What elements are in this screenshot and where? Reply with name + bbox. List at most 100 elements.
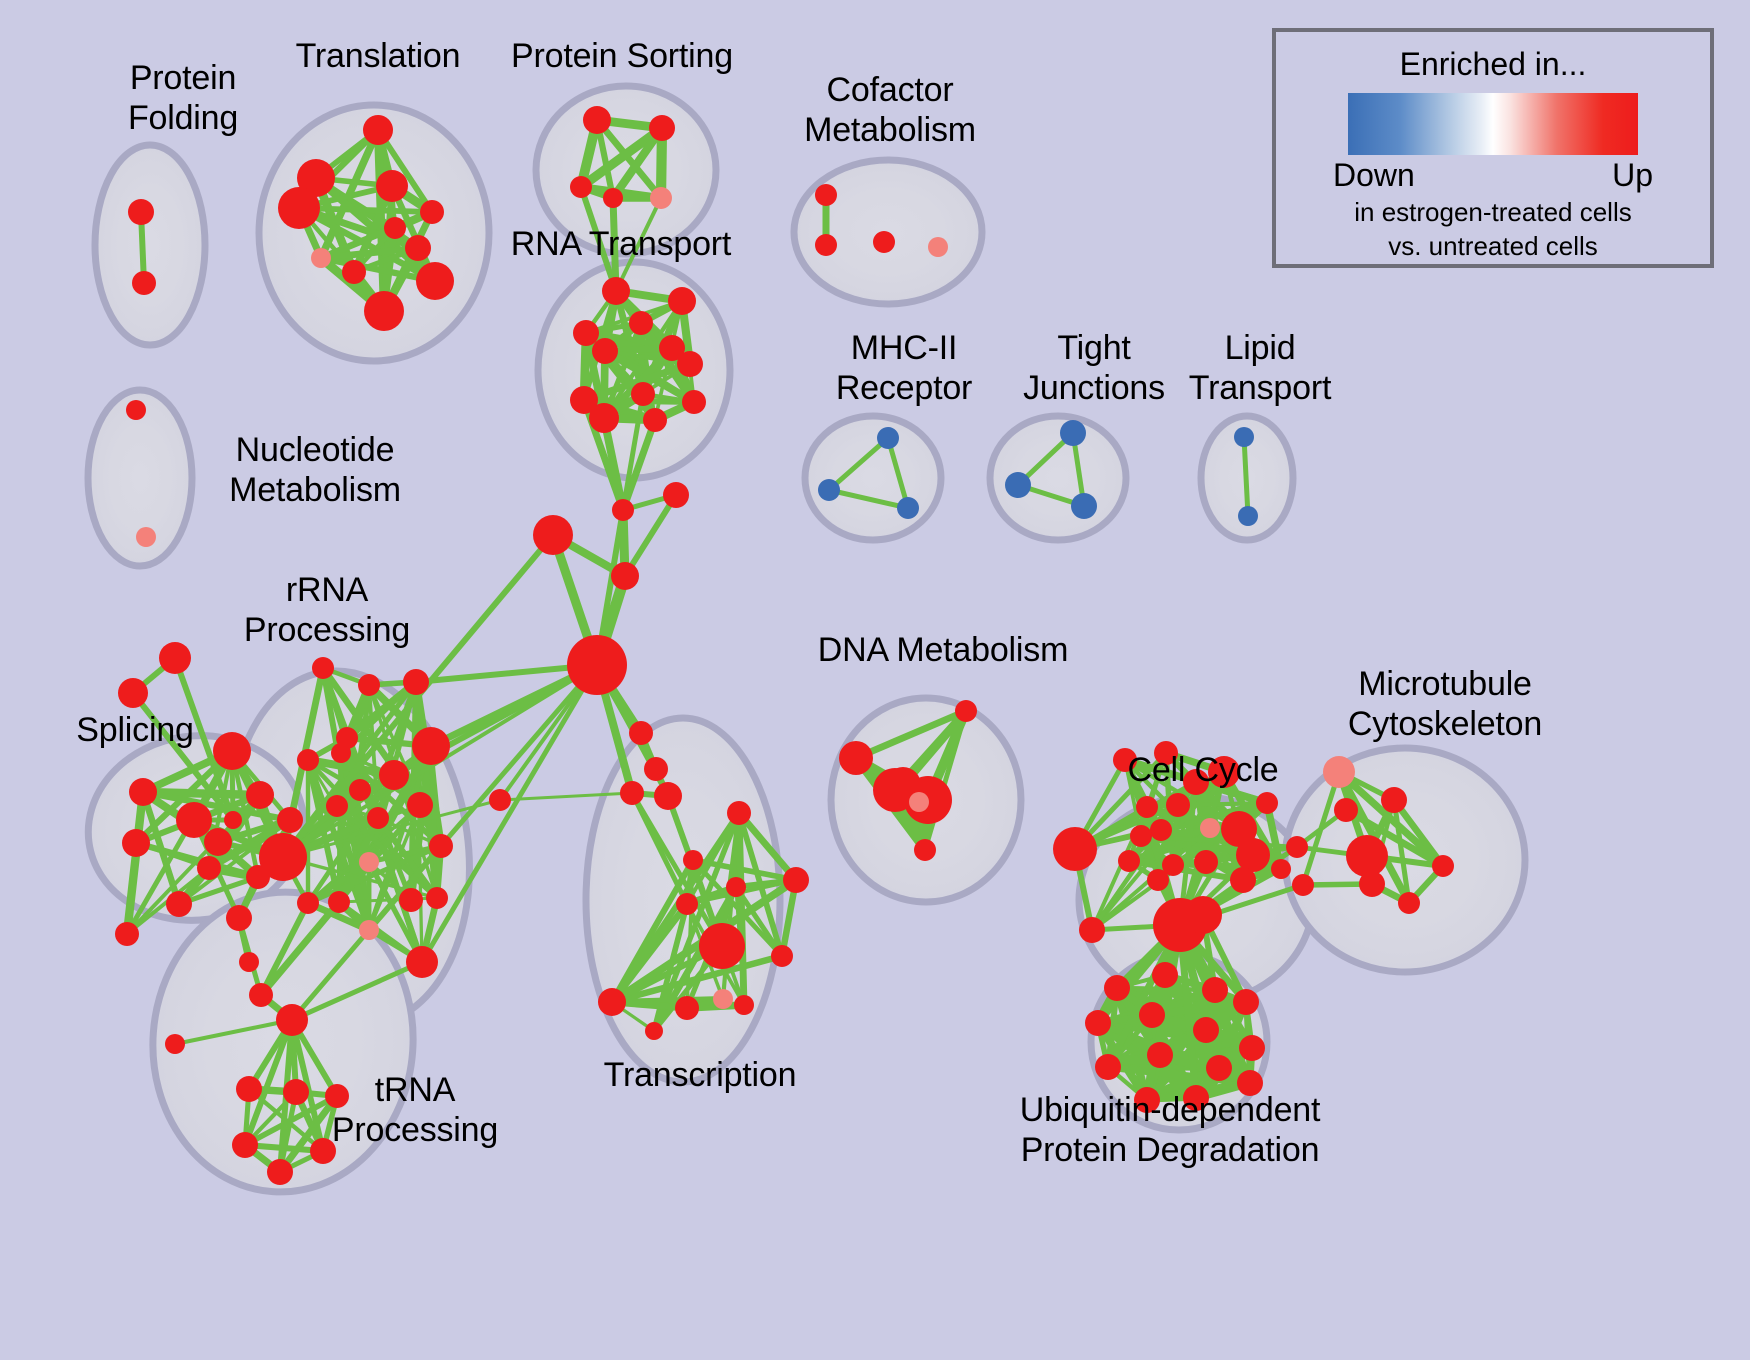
graph-node bbox=[699, 923, 745, 969]
graph-edge bbox=[289, 927, 372, 1023]
graph-node bbox=[176, 802, 212, 838]
legend-caption-line1: in estrogen-treated cells bbox=[1354, 197, 1632, 227]
graph-node bbox=[363, 115, 393, 145]
graph-node bbox=[815, 184, 837, 206]
graph-edge bbox=[295, 204, 439, 285]
graph-node bbox=[236, 1076, 262, 1102]
graph-node bbox=[405, 235, 431, 261]
graph-node bbox=[1071, 493, 1097, 519]
graph-node bbox=[246, 781, 274, 809]
graph-edge bbox=[1391, 797, 1412, 906]
graph-node bbox=[1118, 850, 1140, 872]
graph-node bbox=[132, 271, 156, 295]
graph-node bbox=[1183, 1085, 1209, 1111]
cluster-label-tight-junctions: Tight Junctions bbox=[1023, 329, 1165, 407]
graph-node bbox=[677, 351, 703, 377]
legend-box: Enriched in... Down Up in estrogen-treat… bbox=[1272, 28, 1714, 268]
graph-edge bbox=[173, 1018, 294, 1046]
cluster-label-rna-transport: RNA Transport bbox=[510, 225, 732, 263]
graph-node bbox=[1113, 748, 1137, 772]
graph-node bbox=[567, 635, 627, 695]
graph-edge bbox=[124, 840, 139, 937]
graph-edge bbox=[304, 899, 373, 934]
graph-edge bbox=[438, 662, 600, 849]
graph-edge bbox=[242, 1093, 340, 1148]
graph-node bbox=[379, 760, 409, 790]
graph-edge bbox=[419, 662, 600, 965]
graph-edge bbox=[609, 194, 620, 295]
graph-node bbox=[1166, 793, 1190, 817]
graph-node bbox=[682, 390, 706, 414]
graph-edge bbox=[317, 254, 439, 285]
graph-edge bbox=[305, 859, 372, 906]
graph-edge bbox=[132, 839, 262, 881]
graph-node bbox=[1147, 869, 1169, 891]
graph-node bbox=[349, 779, 371, 801]
graph-node bbox=[115, 922, 139, 946]
graph-node bbox=[426, 887, 448, 909]
graph-node bbox=[331, 743, 351, 763]
graph-node bbox=[364, 291, 404, 331]
graph-edge bbox=[578, 184, 619, 294]
legend-high-label: Up bbox=[1612, 157, 1653, 193]
graph-node bbox=[399, 888, 423, 912]
graph-edge bbox=[1390, 796, 1447, 870]
graph-node bbox=[1085, 1010, 1111, 1036]
graph-node bbox=[1271, 859, 1291, 879]
graph-node bbox=[129, 778, 157, 806]
graph-edge bbox=[281, 798, 502, 859]
graph-edge bbox=[257, 898, 343, 999]
graph-node bbox=[359, 852, 379, 872]
graph-node bbox=[1346, 835, 1388, 877]
graph-node bbox=[1184, 896, 1222, 934]
graph-node bbox=[659, 335, 685, 361]
graph-node bbox=[631, 382, 655, 406]
cluster-label-cofactor-metabolism: Cofactor Metabolism bbox=[804, 71, 976, 149]
graph-node bbox=[259, 833, 307, 881]
cluster-label-rrna-processing: rRNA Processing bbox=[243, 571, 411, 649]
graph-node bbox=[213, 732, 251, 770]
graph-node bbox=[1154, 741, 1178, 765]
cluster-label-microtubule-cytoskeleton: Microtubule Cytoskeleton bbox=[1347, 665, 1543, 743]
graph-edge bbox=[1241, 434, 1251, 519]
graph-nodes bbox=[115, 106, 1454, 1185]
graph-node bbox=[249, 983, 273, 1007]
graph-edge bbox=[366, 859, 425, 965]
cluster-label-protein-sorting: Protein Sorting bbox=[511, 37, 733, 75]
graph-node bbox=[663, 482, 689, 508]
graph-node bbox=[1398, 892, 1420, 914]
graph-node bbox=[598, 988, 626, 1016]
graph-node bbox=[118, 678, 148, 708]
graph-node bbox=[1194, 850, 1218, 874]
graph-node bbox=[1183, 769, 1209, 795]
graph-node bbox=[839, 741, 873, 775]
graph-edge bbox=[375, 127, 435, 215]
graph-node bbox=[909, 792, 929, 812]
graph-node bbox=[1134, 1087, 1160, 1113]
legend-low-label: Down bbox=[1333, 157, 1415, 193]
graph-node bbox=[376, 170, 408, 202]
legend-caption-line2: vs. untreated cells bbox=[1388, 231, 1598, 261]
graph-node bbox=[713, 989, 733, 1009]
graph-node bbox=[1256, 792, 1278, 814]
graph-edge bbox=[735, 809, 800, 884]
graph-node bbox=[384, 217, 406, 239]
graph-node bbox=[136, 527, 156, 547]
graph-edge bbox=[600, 414, 627, 514]
graph-node bbox=[1104, 975, 1130, 1001]
graph-node bbox=[122, 829, 150, 857]
legend-color-bar bbox=[1348, 93, 1638, 155]
graph-node bbox=[1221, 811, 1257, 847]
legend-title: Enriched in... bbox=[1399, 46, 1587, 82]
graph-node bbox=[877, 427, 899, 449]
graph-node bbox=[602, 277, 630, 305]
graph-node bbox=[583, 106, 611, 134]
cluster-label-trna-processing: tRNA Processing bbox=[331, 1071, 499, 1149]
graph-node bbox=[1292, 874, 1314, 896]
graph-node bbox=[403, 669, 429, 695]
graph-node bbox=[873, 231, 895, 253]
graph-edge bbox=[576, 123, 667, 192]
graph-node bbox=[297, 892, 319, 914]
graph-node bbox=[128, 199, 154, 225]
graph-edge bbox=[1072, 750, 1169, 852]
